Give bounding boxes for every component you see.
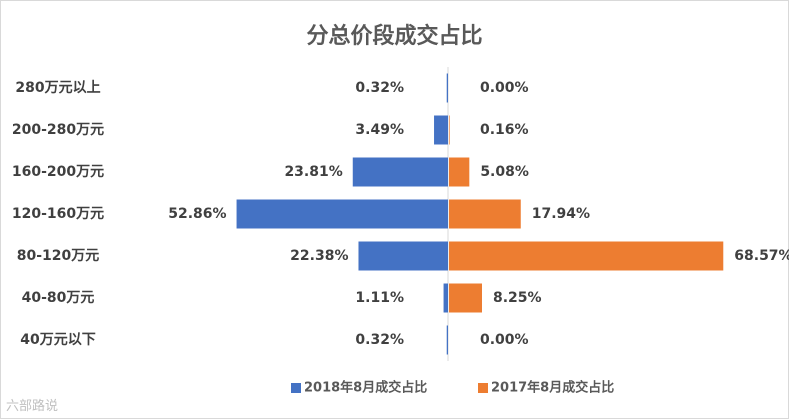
data-label-2017: 5.08% xyxy=(480,164,529,180)
category-label: 80-120万元 xyxy=(17,248,100,264)
legend-label-2017: 2017年8月成交占比 xyxy=(491,380,614,396)
data-label-2018: 0.32% xyxy=(355,80,404,96)
data-label-2017: 0.00% xyxy=(480,332,529,348)
bar-2018 xyxy=(446,73,448,103)
legend-swatch-2018 xyxy=(291,383,301,393)
data-label-2018: 23.81% xyxy=(284,164,342,180)
data-label-2017: 0.00% xyxy=(480,80,529,96)
category-label: 200-280万元 xyxy=(12,122,104,138)
chart-title: 分总价段成交占比 xyxy=(306,24,483,49)
data-label-2018: 3.49% xyxy=(355,122,404,138)
bar-2018 xyxy=(446,325,448,355)
category-label: 120-160万元 xyxy=(12,206,104,222)
bar-2018 xyxy=(358,241,448,271)
bar-2018 xyxy=(236,199,448,229)
legend-swatch-2017 xyxy=(478,383,488,393)
category-label: 280万元以上 xyxy=(15,80,100,96)
watermark: 六部路说 xyxy=(6,399,59,414)
bar-2017 xyxy=(449,199,521,229)
bar-2017 xyxy=(449,283,482,313)
data-label-2017: 17.94% xyxy=(532,206,590,222)
data-label-2017: 8.25% xyxy=(493,290,542,306)
data-label-2017: 68.57% xyxy=(734,248,789,264)
data-label-2017: 0.16% xyxy=(480,122,529,138)
category-label: 160-200万元 xyxy=(12,164,104,180)
data-label-2018: 52.86% xyxy=(168,206,226,222)
data-label-2018: 0.32% xyxy=(355,332,404,348)
bar-2017 xyxy=(449,157,470,187)
category-label: 40万元以下 xyxy=(20,332,95,348)
bar-2017 xyxy=(449,241,724,271)
bar-2018 xyxy=(352,157,448,187)
bar-2017 xyxy=(449,115,450,145)
bar-2018 xyxy=(434,115,448,145)
data-label-2018: 22.38% xyxy=(290,248,348,264)
legend-label-2018: 2018年8月成交占比 xyxy=(304,380,427,396)
data-label-2018: 1.11% xyxy=(355,290,404,306)
category-label: 40-80万元 xyxy=(22,290,95,306)
bar-2018 xyxy=(443,283,448,313)
